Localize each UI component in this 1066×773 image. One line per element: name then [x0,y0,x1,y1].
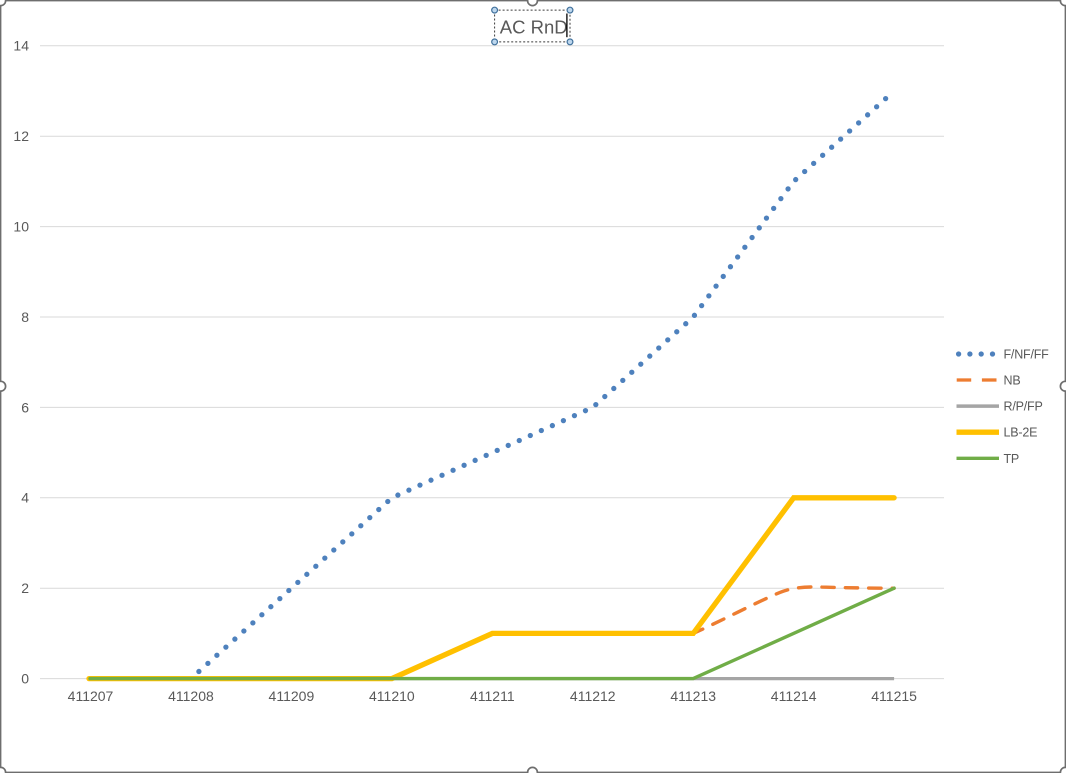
svg-text:NB: NB [1004,374,1021,388]
svg-text:14: 14 [13,38,29,54]
svg-text:10: 10 [13,218,29,234]
svg-text:411214: 411214 [771,688,817,704]
svg-text:TP: TP [1004,452,1020,466]
svg-text:6: 6 [21,399,29,415]
svg-text:R/P/FP: R/P/FP [1004,400,1043,414]
svg-text:LB-2E: LB-2E [1004,426,1038,440]
svg-text:8: 8 [21,309,29,325]
svg-text:AC RnD: AC RnD [500,17,568,38]
svg-text:411211: 411211 [470,688,515,704]
svg-text:411209: 411209 [269,688,315,704]
svg-text:411207: 411207 [68,688,114,704]
svg-text:12: 12 [13,128,29,144]
svg-text:2: 2 [21,580,29,596]
svg-text:411208: 411208 [168,688,214,704]
svg-text:411212: 411212 [570,688,616,704]
svg-text:F/NF/FF: F/NF/FF [1004,348,1050,362]
svg-text:4: 4 [21,490,29,506]
svg-text:0: 0 [21,670,29,686]
svg-text:411215: 411215 [871,688,917,704]
svg-text:411213: 411213 [670,688,716,704]
svg-text:411210: 411210 [369,688,415,704]
